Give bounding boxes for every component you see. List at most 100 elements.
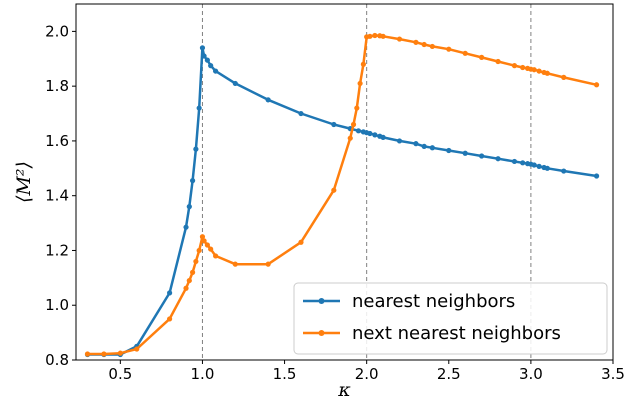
data-point	[298, 239, 304, 245]
data-point	[536, 68, 542, 74]
data-point	[331, 187, 337, 193]
data-point	[421, 143, 427, 149]
data-point	[462, 150, 468, 156]
data-point	[196, 105, 202, 111]
series-0	[84, 45, 600, 358]
data-point	[544, 165, 550, 171]
data-point	[511, 158, 518, 165]
data-point	[380, 134, 386, 140]
y-tick-label: 1.0	[45, 296, 69, 314]
data-point	[167, 316, 173, 322]
x-tick-label: 3.0	[519, 365, 543, 383]
data-point	[360, 61, 366, 67]
y-tick-label: 1.2	[45, 241, 69, 259]
y-axis: 0.8 1.0 1.2 1.4 1.6 1.8 2.0	[45, 22, 76, 369]
data-point	[380, 33, 386, 39]
data-point	[593, 82, 600, 88]
data-point	[347, 135, 353, 141]
data-point	[134, 346, 140, 352]
x-axis-label: κ	[337, 379, 351, 401]
data-point	[167, 290, 173, 296]
data-point	[350, 121, 357, 128]
data-point	[232, 261, 238, 267]
data-point	[446, 46, 452, 52]
series-layer	[84, 32, 600, 358]
data-point	[354, 105, 360, 111]
legend: nearest neighbors next nearest neighbors	[293, 282, 608, 355]
x-tick-label: 1.0	[191, 365, 215, 383]
data-point	[372, 132, 378, 138]
x-tick-label: 3.5	[601, 365, 625, 383]
y-tick-label: 1.6	[45, 132, 69, 150]
data-point	[413, 39, 419, 45]
data-point	[531, 162, 537, 168]
data-point	[511, 63, 518, 69]
y-tick-label: 1.4	[45, 187, 69, 205]
data-point	[208, 63, 214, 69]
data-point	[201, 53, 207, 59]
x-axis: 0.5 1.0 1.5 2.0 2.5 3.0 3.5	[108, 360, 625, 383]
data-point	[446, 147, 452, 154]
y-axis-label: ⟨M²⟩	[13, 161, 35, 203]
data-point	[101, 351, 107, 357]
data-point	[298, 110, 304, 117]
data-point	[429, 43, 435, 50]
data-point	[265, 261, 271, 267]
legend-label-nearest: nearest neighbors	[352, 291, 515, 312]
data-point	[331, 121, 337, 128]
series-1	[84, 32, 600, 357]
data-point	[193, 258, 199, 265]
data-point	[479, 54, 485, 61]
legend-box	[293, 282, 608, 355]
data-point	[199, 234, 206, 240]
legend-marker-nearest	[318, 298, 325, 304]
data-point	[396, 138, 403, 144]
data-point	[355, 128, 362, 134]
plot-frame	[75, 3, 614, 361]
data-point	[189, 178, 196, 184]
data-point	[531, 67, 537, 73]
x-tick-label: 1.5	[273, 365, 297, 383]
data-point	[84, 351, 91, 357]
data-point	[208, 246, 214, 252]
data-point	[212, 68, 219, 74]
data-point	[183, 224, 189, 230]
data-point	[413, 141, 419, 147]
data-point	[232, 80, 238, 87]
data-point	[536, 163, 542, 169]
data-point	[429, 145, 435, 151]
data-point	[561, 168, 567, 174]
data-point	[196, 247, 202, 254]
legend-label-next-nearest: next nearest neighbors	[352, 323, 561, 344]
data-point	[421, 41, 427, 48]
data-point	[201, 238, 207, 244]
y-tick-label: 2.0	[45, 22, 69, 40]
data-point	[495, 156, 501, 162]
legend-marker-next-nearest	[318, 330, 325, 336]
data-point	[520, 64, 526, 71]
data-point	[186, 204, 192, 210]
data-point	[193, 146, 199, 152]
data-point	[479, 153, 485, 159]
data-point	[199, 45, 206, 51]
data-point	[520, 160, 526, 166]
data-point	[367, 33, 373, 39]
y-tick-label: 0.8	[45, 351, 69, 369]
data-point	[367, 130, 373, 137]
data-point	[189, 269, 196, 275]
data-point	[372, 32, 378, 39]
data-point	[186, 277, 192, 284]
data-point	[212, 253, 219, 259]
data-point	[183, 285, 189, 291]
data-point	[357, 80, 363, 87]
data-point	[495, 58, 501, 65]
data-point	[265, 97, 271, 103]
data-point	[117, 350, 123, 356]
data-point	[396, 36, 403, 42]
data-point	[204, 57, 210, 63]
x-tick-label: 2.5	[437, 365, 461, 383]
y-tick-label: 1.8	[45, 77, 69, 95]
data-point	[462, 50, 468, 56]
x-tick-label: 2.0	[355, 365, 379, 383]
